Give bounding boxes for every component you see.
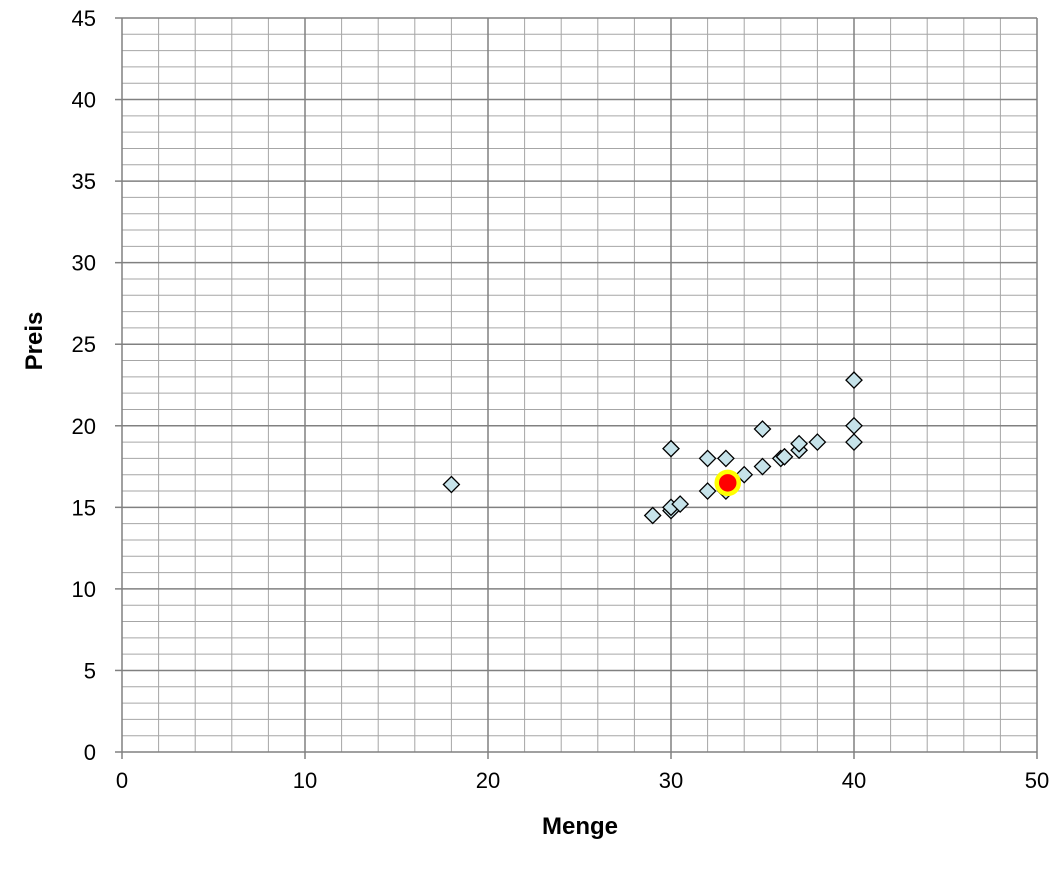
y-tick-label: 0: [84, 740, 96, 765]
scatter-point-diamond: [643, 506, 662, 525]
x-tick-labels: 0 10 20 30 40 50: [116, 768, 1049, 793]
y-tick-labels: 0 5 10 15 20 25 30 35 40 45: [72, 6, 96, 765]
major-gridlines: [122, 17, 1038, 752]
y-tick-label: 15: [72, 495, 96, 520]
scatter-point-diamond: [662, 439, 680, 458]
scatter-point-diamond: [753, 457, 772, 476]
scatter-point-diamond: [845, 371, 863, 390]
y-tick-label: 20: [72, 414, 96, 439]
minor-gridlines: [122, 18, 1037, 752]
scatter-point-diamond: [845, 433, 863, 452]
y-tick-label: 45: [72, 6, 96, 31]
plot-area: [122, 18, 1037, 752]
y-axis-title: Preis: [21, 312, 48, 371]
axes: [115, 17, 1038, 759]
scatter-point-diamond: [716, 449, 735, 468]
x-axis-title: Menge: [542, 813, 618, 840]
y-tick-label: 30: [72, 251, 96, 276]
scatter-point-diamond: [698, 449, 717, 468]
y-tick-label: 5: [84, 658, 96, 683]
scatter-point-diamond: [845, 416, 863, 435]
y-tick-label: 10: [72, 577, 96, 602]
scatter-point-diamond: [775, 447, 794, 466]
x-tick-label: 10: [293, 768, 317, 793]
y-tick-label: 25: [72, 332, 96, 357]
scatter-point-diamond: [808, 433, 827, 452]
y-tick-label: 35: [72, 169, 96, 194]
scatter-point-diamond: [790, 434, 809, 453]
x-tick-label: 20: [476, 768, 500, 793]
x-tick-label: 30: [659, 768, 683, 793]
highlighted-point: [714, 469, 741, 497]
scatter-point-diamond: [698, 482, 717, 500]
x-tick-label: 0: [116, 768, 128, 793]
data-points: [442, 371, 863, 525]
scatter-point-diamond: [671, 495, 690, 513]
y-tick-label: 40: [72, 88, 96, 113]
x-tick-label: 40: [842, 768, 866, 793]
x-tick-label: 50: [1025, 768, 1049, 793]
scatter-point-diamond: [442, 475, 461, 494]
scatter-point-diamond: [753, 420, 772, 438]
